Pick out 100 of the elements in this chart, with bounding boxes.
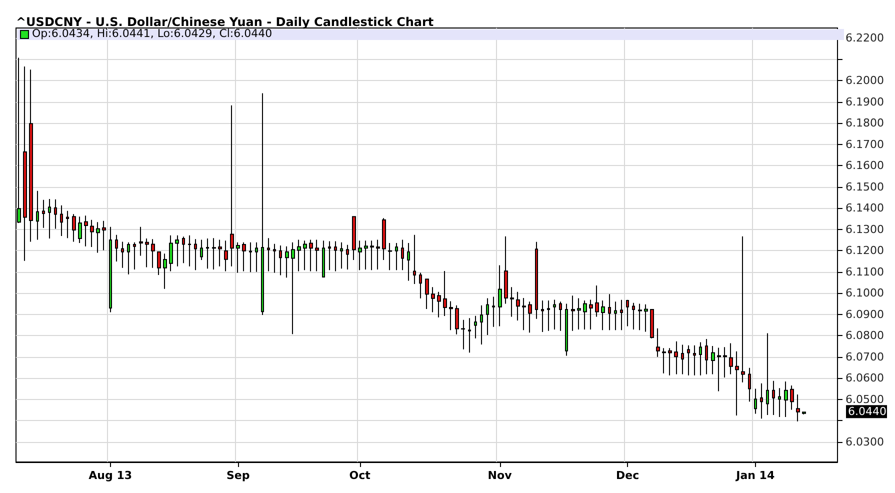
candlestick <box>419 272 422 299</box>
candlestick <box>541 300 544 332</box>
candlestick <box>796 394 800 422</box>
candlestick <box>303 240 307 271</box>
candlestick <box>601 300 605 331</box>
candlestick <box>267 238 270 272</box>
candlestick <box>559 301 562 332</box>
y-tick-label: 6.1500 <box>846 180 884 194</box>
candlestick <box>595 284 599 318</box>
candlestick <box>291 242 295 335</box>
candlestick <box>656 328 660 358</box>
candlestick <box>528 301 532 334</box>
candlestick <box>413 234 416 284</box>
candlestick <box>236 242 240 274</box>
candlestick <box>78 216 82 244</box>
x-tick-label: Oct <box>349 469 370 482</box>
candlestick <box>218 239 222 267</box>
candlestick <box>614 301 617 331</box>
candlestick <box>632 302 635 330</box>
candlestick <box>608 294 611 331</box>
candlestick <box>206 238 209 270</box>
candlestick <box>723 346 727 378</box>
y-tick-label: 6.0600 <box>846 372 884 385</box>
y-tick-label: 6.1400 <box>846 202 884 215</box>
y-tick-label: 6.1700 <box>846 138 884 151</box>
y-tick-label: 6.2200 <box>846 32 884 45</box>
candlestick <box>121 241 124 268</box>
y-tick-label: 6.0700 <box>846 350 884 364</box>
candlestick <box>102 220 106 251</box>
candlestick <box>297 239 301 272</box>
candlestick <box>699 342 702 376</box>
y-tick-label: 6.0900 <box>846 308 884 321</box>
x-tick-label: Sep <box>226 469 250 482</box>
candlestick <box>778 388 781 418</box>
candlestick <box>547 300 550 332</box>
candlestick <box>364 240 368 270</box>
candlestick <box>553 299 556 330</box>
candlestick <box>468 318 471 354</box>
candlestick <box>261 92 264 316</box>
candlestick <box>516 291 520 322</box>
candlestick <box>169 234 173 272</box>
y-tick-label: 6.1000 <box>846 286 884 300</box>
candlestick <box>224 240 228 272</box>
candlestick <box>674 340 678 375</box>
candlestick <box>370 240 374 271</box>
candlestick <box>163 253 167 290</box>
candlestick <box>498 264 502 327</box>
candlestick <box>36 190 39 240</box>
candlestick <box>401 239 404 271</box>
candlestick <box>242 242 246 272</box>
candlestick <box>589 299 593 330</box>
x-tick-label: Dec <box>616 469 640 482</box>
candlestick <box>358 240 362 271</box>
candlestick <box>96 222 100 254</box>
candlestick <box>650 308 654 339</box>
candlestick <box>388 242 392 271</box>
candlestick <box>693 344 696 376</box>
candlestick <box>157 251 161 276</box>
candlestick <box>571 295 575 332</box>
candlestick <box>754 388 757 414</box>
candlestick <box>285 246 289 278</box>
candlestick <box>443 270 447 317</box>
candlestick <box>133 242 136 270</box>
candlestick <box>334 240 337 272</box>
candlestick <box>662 348 666 374</box>
candlestick <box>449 300 453 331</box>
candlestick <box>681 344 684 375</box>
candlestick <box>72 214 76 242</box>
candlestick <box>182 236 185 264</box>
candlestick <box>315 239 319 272</box>
candlestick <box>766 332 769 416</box>
candlestick <box>717 347 721 392</box>
y-tick-label: 6.0500 <box>846 392 884 406</box>
y-tick-label: 6.0800 <box>846 329 884 342</box>
candlestick <box>729 342 733 375</box>
candlestick <box>60 204 63 236</box>
candlestick <box>735 350 739 416</box>
y-tick-label: 6.1600 <box>846 159 884 172</box>
y-tick-label: 6.1300 <box>846 222 884 236</box>
candlestick <box>212 238 216 270</box>
candlestick <box>711 346 715 375</box>
candlestick <box>84 215 88 247</box>
candlestick <box>127 242 130 275</box>
candlestick <box>638 303 642 331</box>
candlestick <box>486 298 489 336</box>
candlestick <box>200 239 203 260</box>
y-tick-label: 6.1200 <box>846 244 884 258</box>
candlestick <box>510 286 514 318</box>
candlestick <box>340 242 343 270</box>
candlestick <box>431 286 435 313</box>
candlestick <box>644 304 648 332</box>
candlestick <box>620 299 623 331</box>
candlestick <box>382 218 386 260</box>
x-tick-label: Nov <box>488 469 513 482</box>
candlestick <box>784 380 788 418</box>
y-tick-label: 6.0300 <box>846 435 884 448</box>
candlestick <box>151 238 155 268</box>
y-tick-label: 6.2000 <box>846 74 884 88</box>
candlestick <box>492 296 495 328</box>
candlestick <box>230 104 234 267</box>
